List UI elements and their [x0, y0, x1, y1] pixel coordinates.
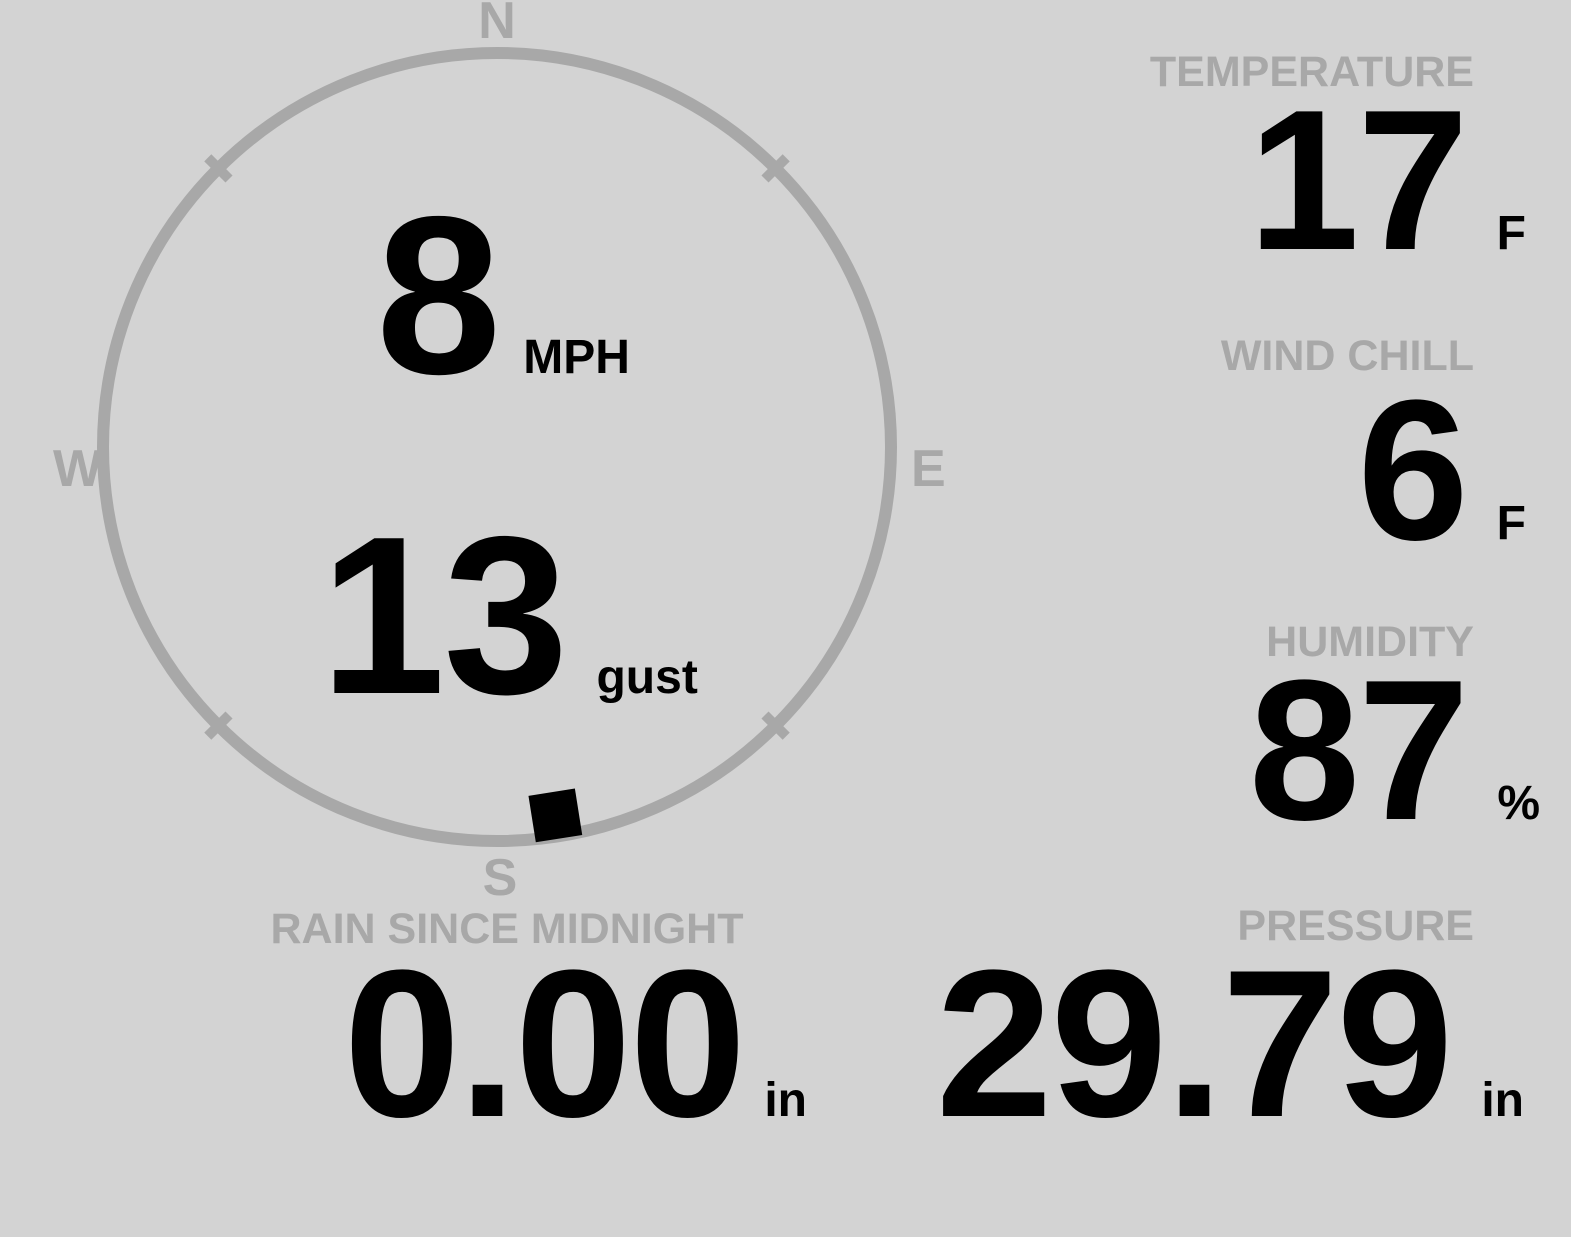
humidity-unit: % — [1497, 777, 1540, 830]
rain-since-midnight-label: RAIN SINCE MIDNIGHT — [270, 905, 744, 953]
humidity-value: 87 — [1248, 639, 1469, 862]
compass-label-east: E — [911, 440, 946, 498]
wind-gust-value: 13 — [320, 489, 568, 741]
humidity-label: HUMIDITY — [1266, 618, 1474, 666]
wind-chill-readout: 6 F — [1357, 371, 1526, 571]
compass-label-north: N — [478, 0, 516, 50]
pressure-readout: 29.79 in — [936, 939, 1524, 1149]
compass-label-west: W — [53, 440, 103, 498]
wind-chill-value: 6 — [1357, 359, 1468, 582]
wind-speed-value: 8 — [376, 169, 501, 421]
temperature-unit: F — [1496, 207, 1526, 260]
wind-chill-unit: F — [1496, 497, 1526, 550]
compass-label-south: S — [482, 849, 518, 907]
rain-since-midnight-unit: in — [764, 1074, 807, 1127]
pressure-label: PRESSURE — [1237, 902, 1474, 950]
wind-speed-readout: 8 MPH — [376, 183, 630, 408]
pressure-value: 29.79 — [935, 926, 1454, 1161]
temperature-label: TEMPERATURE — [1149, 48, 1474, 96]
wind-compass: N E S W 8 MPH 13 gust — [53, 0, 946, 904]
wind-gust-unit: gust — [596, 651, 698, 704]
pressure-unit: in — [1481, 1074, 1524, 1127]
wind-chill-label: WIND CHILL — [1220, 332, 1474, 380]
temperature-readout: 17 F — [1248, 81, 1526, 281]
wind-direction-marker — [528, 788, 583, 843]
rain-since-midnight-value: 0.00 — [343, 926, 747, 1161]
humidity-readout: 87 % — [1249, 651, 1540, 851]
wind-speed-unit: MPH — [523, 331, 630, 384]
temperature-value: 17 — [1248, 69, 1468, 292]
wind-gust-readout: 13 gust — [320, 503, 698, 728]
rain-since-midnight-readout: 0.00 in — [344, 939, 807, 1149]
